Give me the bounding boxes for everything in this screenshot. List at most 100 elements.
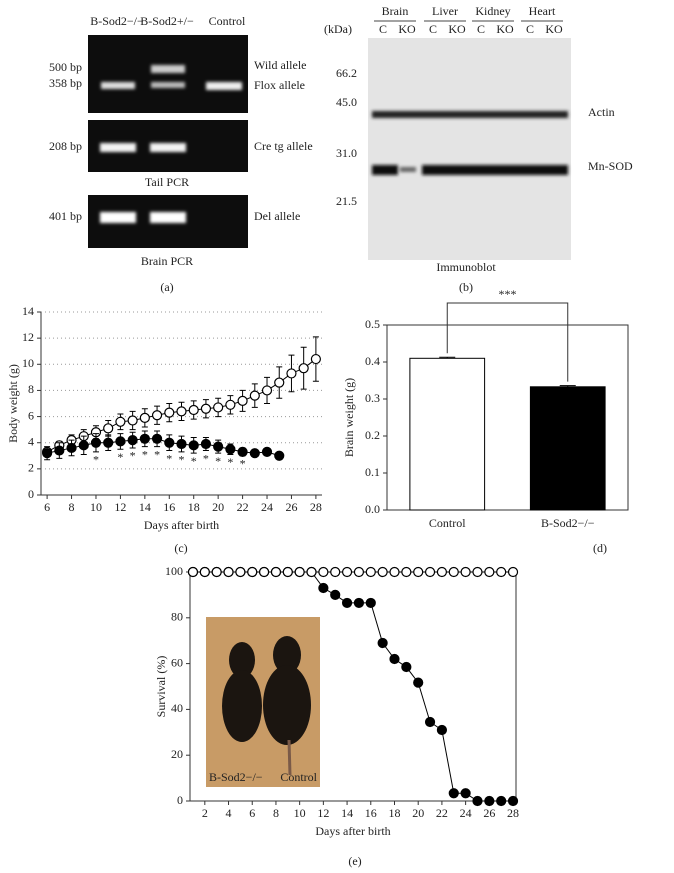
data-point [225, 399, 236, 410]
band [206, 82, 242, 90]
y-tick-label: 0.4 [365, 354, 380, 368]
protein-label: Mn-SOD [588, 159, 633, 173]
y-axis-label: Body weight (g) [6, 364, 20, 443]
y-tick-label: 80 [171, 610, 183, 624]
band [150, 212, 186, 223]
lane-label: B-Sod2+/− [140, 14, 194, 28]
band [150, 143, 186, 152]
data-point [127, 435, 138, 446]
data-point [472, 795, 483, 807]
panel-label: (d) [593, 541, 607, 555]
marker-label: 66.2 [336, 66, 357, 80]
gel-bands [100, 65, 242, 223]
x-tick-label: 26 [285, 500, 297, 514]
panel-label: (b) [459, 280, 473, 294]
protein-label: Actin [588, 105, 615, 119]
data-point [294, 566, 305, 578]
lane-label: KO [545, 22, 563, 36]
data-point [103, 437, 114, 448]
error-bar [559, 385, 576, 387]
panel-label: (c) [174, 541, 187, 555]
y-tick-label: 14 [22, 304, 34, 318]
data-point [115, 436, 126, 447]
data-point [187, 566, 199, 578]
y-tick-label: 12 [22, 330, 34, 344]
data-point [282, 566, 293, 578]
y-tick-label: 6 [28, 408, 34, 422]
band [151, 82, 185, 88]
data-point [115, 416, 126, 427]
size-label: 500 bp [49, 60, 82, 74]
unit-label: (kDa) [324, 22, 352, 36]
y-tick-label: 10 [22, 356, 34, 370]
data-point [164, 407, 175, 418]
x-tick-label: 28 [507, 806, 519, 820]
y-tick-label: 0.1 [365, 465, 380, 479]
data-point [249, 390, 260, 401]
x-tick-label: 28 [310, 500, 322, 514]
data-point [151, 410, 163, 421]
data-point [353, 597, 365, 609]
data-point [66, 442, 77, 454]
mouse-body [263, 665, 311, 745]
lane-label: C [526, 22, 534, 36]
data-point [213, 402, 224, 413]
data-point [389, 566, 400, 578]
y-tick-label: 0 [28, 487, 34, 501]
data-point [365, 566, 376, 578]
x-tick-label: 8 [69, 500, 75, 514]
data-point [436, 566, 448, 578]
data-point [460, 788, 471, 799]
x-tick-label: 20 [212, 500, 224, 514]
data-point [258, 566, 270, 578]
lane-label: Control [209, 14, 246, 28]
data-point [200, 403, 212, 414]
tissue-label: Kidney [475, 4, 510, 18]
y-tick-label: 60 [171, 655, 183, 669]
data-point [306, 566, 317, 578]
x-tick-label: 12 [114, 500, 126, 514]
x-tick-label: 20 [412, 806, 424, 820]
data-point [436, 724, 448, 736]
data-point [188, 404, 199, 416]
y-tick-label: 8 [28, 382, 34, 396]
plot-frame [386, 324, 629, 511]
caption: Tail PCR [145, 175, 189, 189]
marker-label: 21.5 [336, 194, 357, 208]
significance: * [215, 454, 221, 468]
data-point [270, 566, 282, 578]
mice [222, 636, 311, 776]
data-point [127, 415, 138, 426]
inset-label: B-Sod2−/− [209, 770, 263, 784]
data-point [460, 566, 471, 578]
x-tick-label: 8 [273, 806, 279, 820]
data-point [507, 566, 519, 578]
allele-label: Cre tg allele [254, 139, 313, 153]
x-tick-label: 26 [483, 806, 495, 820]
size-label: 208 bp [49, 139, 82, 153]
data-point [261, 385, 273, 396]
gel [88, 35, 248, 113]
tissue-label: Brain [382, 4, 409, 18]
x-tick-label: 10 [90, 500, 102, 514]
data-point [318, 582, 329, 594]
significance: * [179, 453, 185, 467]
caption: Brain PCR [141, 254, 193, 268]
x-tick-label: 2 [202, 806, 208, 820]
x-tick-label: 6 [249, 806, 255, 820]
allele-label: Del allele [254, 209, 300, 223]
bar [529, 386, 606, 511]
data-point [341, 597, 353, 609]
y-tick-label: 4 [28, 434, 34, 448]
data-point [448, 566, 459, 578]
data-point [199, 566, 210, 578]
data-point [188, 440, 199, 451]
significance-bracket [446, 302, 569, 382]
data-point [448, 788, 459, 799]
mouse-body [222, 670, 262, 742]
x-tick-label: 14 [139, 500, 151, 514]
data-point [274, 377, 285, 388]
lane-label: C [477, 22, 485, 36]
data-point [401, 661, 412, 673]
